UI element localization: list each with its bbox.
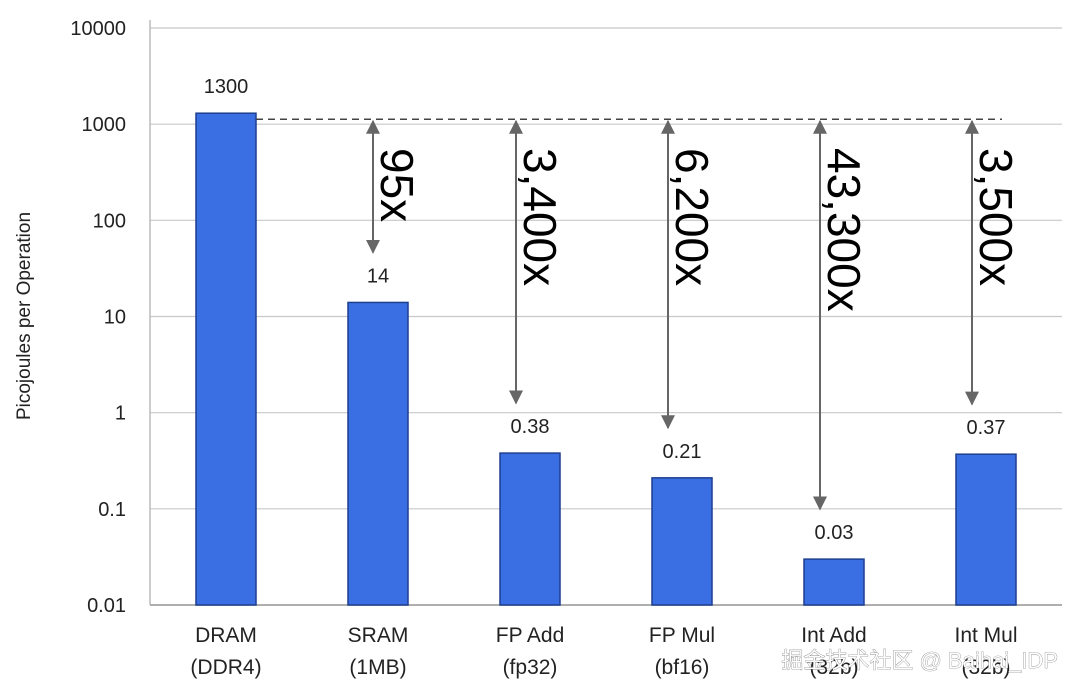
x-tick-label: FP Mul <box>649 624 715 647</box>
y-tick-label: 1 <box>115 403 126 425</box>
x-tick-label: (fp32) <box>503 656 558 679</box>
x-tick-label: Int Add <box>801 624 866 647</box>
x-tick-label: SRAM <box>348 624 409 647</box>
ratio-annotation: 43,300x <box>818 148 870 312</box>
y-axis-label: Picojoules per Operation <box>14 212 35 420</box>
y-tick-label: 10 <box>104 307 126 329</box>
bar <box>499 452 561 606</box>
bar <box>347 301 409 606</box>
value-label: 14 <box>367 265 389 287</box>
x-tick-label: (32b) <box>961 656 1010 679</box>
ratio-annotation: 3,400x <box>514 148 566 286</box>
value-label: 0.21 <box>663 441 702 463</box>
y-tick-label: 0.01 <box>87 595 126 617</box>
x-tick-label: (DDR4) <box>190 656 261 679</box>
x-tick-label: Int Mul <box>954 624 1017 647</box>
x-tick-label: (bf16) <box>655 656 710 679</box>
value-label: 1300 <box>204 76 249 98</box>
ratio-annotation: 95x <box>371 148 423 222</box>
x-tick-label: (32b) <box>809 656 858 679</box>
bar <box>803 558 865 606</box>
bar <box>651 477 713 606</box>
y-tick-label: 0.1 <box>98 499 126 521</box>
value-label: 0.38 <box>511 416 550 438</box>
y-tick-label: 1000 <box>82 114 127 136</box>
bar <box>195 112 257 606</box>
y-tick-label: 100 <box>93 210 126 232</box>
bar <box>955 453 1017 606</box>
watermark: 掘金技术社区 @ Baihai_IDP <box>781 648 1058 673</box>
value-label: 0.03 <box>815 522 854 544</box>
x-tick-label: DRAM <box>195 624 257 647</box>
y-tick-label: 10000 <box>70 18 126 40</box>
x-tick-label: (1MB) <box>349 656 406 679</box>
value-label: 0.37 <box>967 417 1006 439</box>
ratio-annotation: 3,500x <box>970 148 1022 286</box>
x-tick-label: FP Add <box>496 624 565 647</box>
ratio-annotation: 6,200x <box>666 148 718 286</box>
